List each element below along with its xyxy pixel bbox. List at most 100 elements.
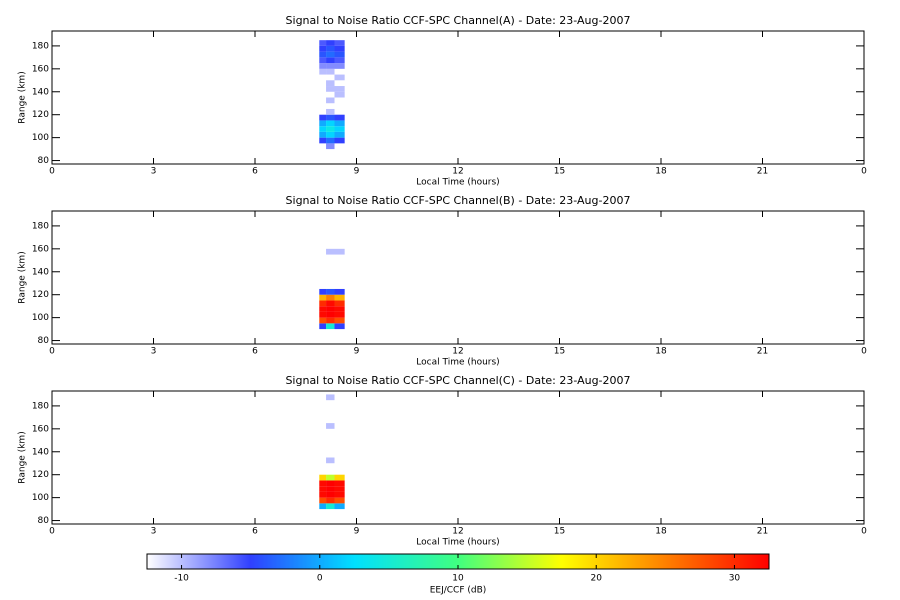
y-tick-label: 160 (32, 424, 49, 434)
heatmap-cell (319, 317, 327, 324)
heatmap-cell (326, 40, 335, 46)
heatmap-cell (319, 288, 327, 295)
heatmap-cell (326, 288, 335, 295)
heatmap-cell (319, 306, 327, 312)
y-tick-label: 80 (38, 156, 50, 166)
x-tick-label: 0 (861, 347, 867, 357)
y-tick-label: 120 (32, 470, 49, 480)
heatmap-cell (326, 503, 335, 510)
x-tick-label: 15 (554, 347, 565, 357)
heatmap-cell (319, 45, 327, 52)
heatmap-cell (334, 300, 345, 307)
heatmap-cell (319, 491, 327, 498)
heatmap-cell (326, 497, 335, 504)
y-axis-label: Range (km) (18, 71, 28, 123)
heatmap-cell (319, 486, 327, 492)
heatmap-cell (319, 294, 327, 301)
x-tick-label: 6 (252, 167, 258, 177)
heatmap-cell (326, 131, 335, 138)
y-tick-label: 160 (32, 244, 49, 254)
heatmap-cell (319, 480, 327, 487)
heatmap-cell (334, 86, 345, 92)
heatmap-cell (334, 131, 345, 138)
heatmap-cell (334, 317, 345, 324)
x-tick-label: 15 (554, 527, 565, 537)
x-axis-label: Local Time (hours) (416, 178, 499, 188)
heatmap-cell (326, 248, 335, 255)
x-tick-label: 12 (452, 527, 463, 537)
colorbar-tick-label: 30 (729, 574, 741, 584)
y-tick-label: 140 (32, 267, 49, 277)
heatmap-cell (334, 57, 345, 64)
heatmap-cell (334, 288, 345, 295)
heatmap-cell (326, 323, 335, 330)
y-tick-label: 100 (32, 133, 49, 143)
heatmap-cell (334, 497, 345, 504)
plot-frame (51, 390, 865, 525)
x-tick-label: 18 (655, 167, 667, 177)
x-tick-label: 18 (655, 347, 667, 357)
x-tick-label: 9 (354, 167, 360, 177)
plot-frame (51, 210, 865, 345)
heatmap-cell (326, 294, 335, 301)
heatmap-cell (326, 57, 335, 64)
heatmap-cell (319, 57, 327, 64)
y-tick-label: 80 (38, 516, 50, 526)
heatmap-cell (326, 300, 335, 307)
heatmap-cell (319, 51, 327, 58)
heatmap-cell (319, 300, 327, 307)
x-tick-label: 6 (252, 347, 258, 357)
panel-title: Signal to Noise Ratio CCF-SPC Channel(B)… (286, 194, 631, 207)
heatmap-cell (319, 114, 327, 121)
x-tick-label: 21 (757, 347, 768, 357)
x-tick-label: 12 (452, 347, 463, 357)
colorbar-tick-label: 20 (590, 574, 602, 584)
heatmap-cell (326, 51, 335, 58)
heatmap-cell (326, 68, 335, 75)
x-tick-label: 21 (757, 167, 768, 177)
heatmap-cell (326, 126, 335, 132)
x-tick-label: 9 (354, 347, 360, 357)
heatmap-cell (334, 480, 345, 487)
heatmap-cell (334, 486, 345, 492)
x-tick-label: 0 (49, 527, 55, 537)
x-tick-label: 18 (655, 527, 667, 537)
heatmap-cell (334, 74, 345, 81)
x-tick-label: 3 (151, 527, 157, 537)
heatmap-cell (334, 323, 345, 330)
heatmap-cell (326, 423, 335, 429)
heatmap-cell (334, 45, 345, 52)
y-tick-label: 160 (32, 64, 49, 74)
heatmap-cell (326, 80, 335, 87)
x-tick-label: 0 (49, 167, 55, 177)
heatmap-cell (326, 317, 335, 324)
x-axis-label: Local Time (hours) (416, 358, 499, 368)
heatmap-cell (326, 45, 335, 52)
heatmap-cell (326, 394, 335, 401)
heatmap-cell (319, 131, 327, 138)
heatmap-cell (334, 126, 345, 132)
x-tick-label: 15 (554, 167, 565, 177)
y-tick-label: 140 (32, 447, 49, 457)
x-tick-label: 9 (354, 527, 360, 537)
heatmap-cell (319, 474, 327, 481)
heatmap-cell (319, 497, 327, 504)
heatmap-cell (334, 120, 345, 127)
heatmap-cell (326, 143, 335, 150)
x-tick-label: 0 (861, 527, 867, 537)
heatmap-cell (326, 480, 335, 487)
heatmap-cell (326, 457, 335, 464)
heatmap-cell (319, 311, 327, 318)
y-tick-label: 180 (32, 401, 49, 411)
x-tick-label: 3 (151, 167, 157, 177)
heatmap-cell (319, 503, 327, 510)
heatmap-cell (326, 137, 335, 144)
y-tick-label: 80 (38, 336, 50, 346)
heatmap-cell (334, 51, 345, 58)
heatmap-cell (319, 40, 327, 46)
panel-title: Signal to Noise Ratio CCF-SPC Channel(A)… (286, 14, 631, 27)
heatmap-cell (334, 114, 345, 121)
heatmap-cell (326, 86, 335, 92)
heatmap-cell (334, 474, 345, 481)
